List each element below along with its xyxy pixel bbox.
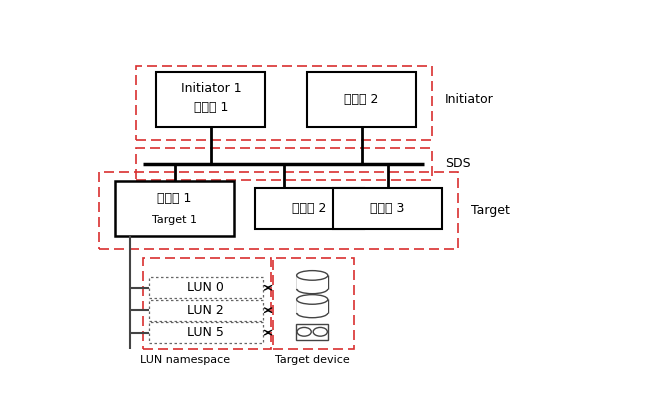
Ellipse shape [297,271,328,280]
Bar [255,188,364,229]
Circle shape [297,327,312,336]
Text: LUN 5: LUN 5 [188,326,224,339]
Bar [99,172,458,248]
Text: SDS: SDS [445,157,470,170]
Bar [143,258,271,349]
Text: 目标器 3: 目标器 3 [371,202,405,215]
Bar [156,72,265,127]
Text: Target 1: Target 1 [152,215,197,225]
Text: Target: Target [470,203,509,217]
Bar [297,275,328,289]
Text: Target device: Target device [275,355,350,365]
Bar [307,72,416,127]
Text: 目标器 2: 目标器 2 [292,202,327,215]
Bar [296,324,328,340]
Bar [149,277,263,298]
Text: LUN 0: LUN 0 [188,281,224,294]
Bar [115,181,234,236]
Bar [135,66,431,140]
Bar [333,188,442,229]
Text: Initiator 1: Initiator 1 [181,82,241,95]
Text: 目标器 1: 目标器 1 [157,192,192,206]
Bar [149,322,263,343]
Ellipse shape [297,295,328,304]
Bar [149,300,263,321]
Bar [273,258,354,349]
Circle shape [313,327,328,336]
Bar [297,300,328,313]
Text: LUN 2: LUN 2 [188,304,224,317]
Text: Initiator: Initiator [445,93,493,106]
Text: LUN namespace: LUN namespace [140,355,230,365]
Text: 启动器 2: 启动器 2 [344,93,379,106]
Text: 启动器 1: 启动器 1 [194,101,228,114]
Bar [135,148,431,180]
